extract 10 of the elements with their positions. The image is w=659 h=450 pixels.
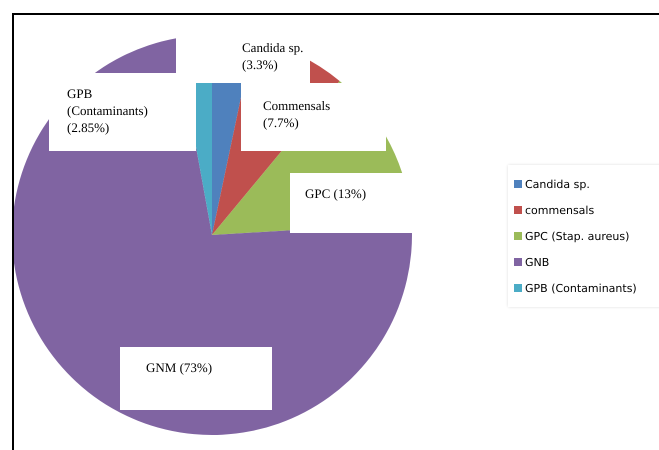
legend-label: GPB (Contaminants) — [525, 282, 637, 294]
legend-label: commensals — [525, 204, 594, 216]
text: Commensals (7.7%) — [241, 83, 386, 151]
text: GPB (Contaminants) (2.85%) — [49, 73, 196, 151]
legend-label: GNB — [525, 256, 550, 268]
legend-label: GPC (Stap. aureus) — [525, 230, 630, 242]
text: GNM (73%) — [120, 347, 272, 410]
text: Candida sp. (3.3%) — [176, 23, 310, 83]
text: GPC (13%) — [290, 173, 440, 233]
legend-label: Candida sp. — [525, 178, 590, 190]
